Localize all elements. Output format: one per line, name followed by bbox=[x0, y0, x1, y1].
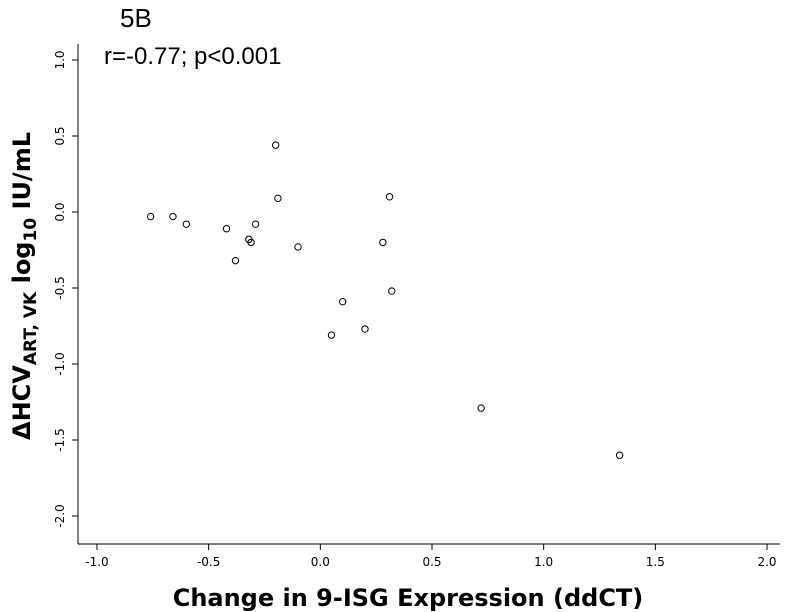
correlation-stat: r=-0.77; p<0.001 bbox=[104, 43, 281, 70]
y-axis-title-subscript: ART, VK bbox=[21, 291, 41, 365]
data-point bbox=[338, 297, 347, 306]
data-point bbox=[274, 194, 282, 203]
y-tick-label: 0.5 bbox=[53, 126, 67, 145]
data-point bbox=[182, 220, 191, 228]
data-points bbox=[146, 141, 624, 459]
panel-label: 5B bbox=[120, 3, 152, 33]
x-axis-title: Change in 9-ISG Expression (ddCT) bbox=[173, 584, 644, 612]
x-tick-label: 2.0 bbox=[757, 555, 776, 569]
y-axis-title-unit: IU/mL bbox=[8, 132, 36, 218]
y-tick-label: -1.5 bbox=[53, 428, 67, 451]
data-point bbox=[294, 243, 302, 251]
y-tick-label: -0.5 bbox=[53, 276, 67, 299]
data-point bbox=[251, 220, 260, 228]
x-tick-label: 0.0 bbox=[311, 555, 330, 569]
x-tick-label: -1.0 bbox=[85, 555, 108, 569]
data-point bbox=[379, 238, 387, 247]
data-point bbox=[146, 212, 155, 221]
data-point bbox=[327, 331, 336, 339]
data-point bbox=[222, 225, 231, 233]
y-tick-label: 0.0 bbox=[53, 202, 67, 221]
y-tick-label: -1.0 bbox=[53, 352, 67, 375]
x-tick-label: 1.5 bbox=[646, 555, 665, 569]
x-tick-label: -0.5 bbox=[197, 555, 220, 569]
data-point bbox=[477, 404, 485, 412]
x-tick-label: 0.5 bbox=[422, 555, 441, 569]
data-point bbox=[169, 212, 177, 221]
y-axis-title-log-base: 10 bbox=[21, 218, 41, 242]
y-axis-title: ΔHCVART, VK log10 IU/mL bbox=[8, 132, 41, 440]
data-point bbox=[615, 451, 624, 459]
x-tick-label: 1.0 bbox=[534, 555, 553, 569]
y-tick-label: 1.0 bbox=[53, 50, 67, 69]
data-point bbox=[361, 325, 369, 333]
data-point bbox=[388, 287, 396, 295]
y-axis-title-main: ΔHCV bbox=[8, 365, 36, 440]
data-point bbox=[385, 193, 394, 201]
x-axis-ticks: -1.0 -0.5 0.0 0.5 1.0 1.5 2.0 bbox=[85, 544, 777, 569]
svg-text:ΔHCVART, VK log10 IU/mL: ΔHCVART, VK log10 IU/mL bbox=[8, 132, 41, 440]
y-tick-label: -2.0 bbox=[53, 504, 67, 527]
data-point bbox=[271, 141, 280, 149]
data-point bbox=[231, 256, 240, 265]
y-axis-ticks: -2.0 -1.5 -1.0 -0.5 0.0 0.5 1.0 bbox=[53, 50, 78, 528]
y-axis-title-log: log bbox=[8, 242, 36, 292]
data-point bbox=[247, 238, 255, 247]
